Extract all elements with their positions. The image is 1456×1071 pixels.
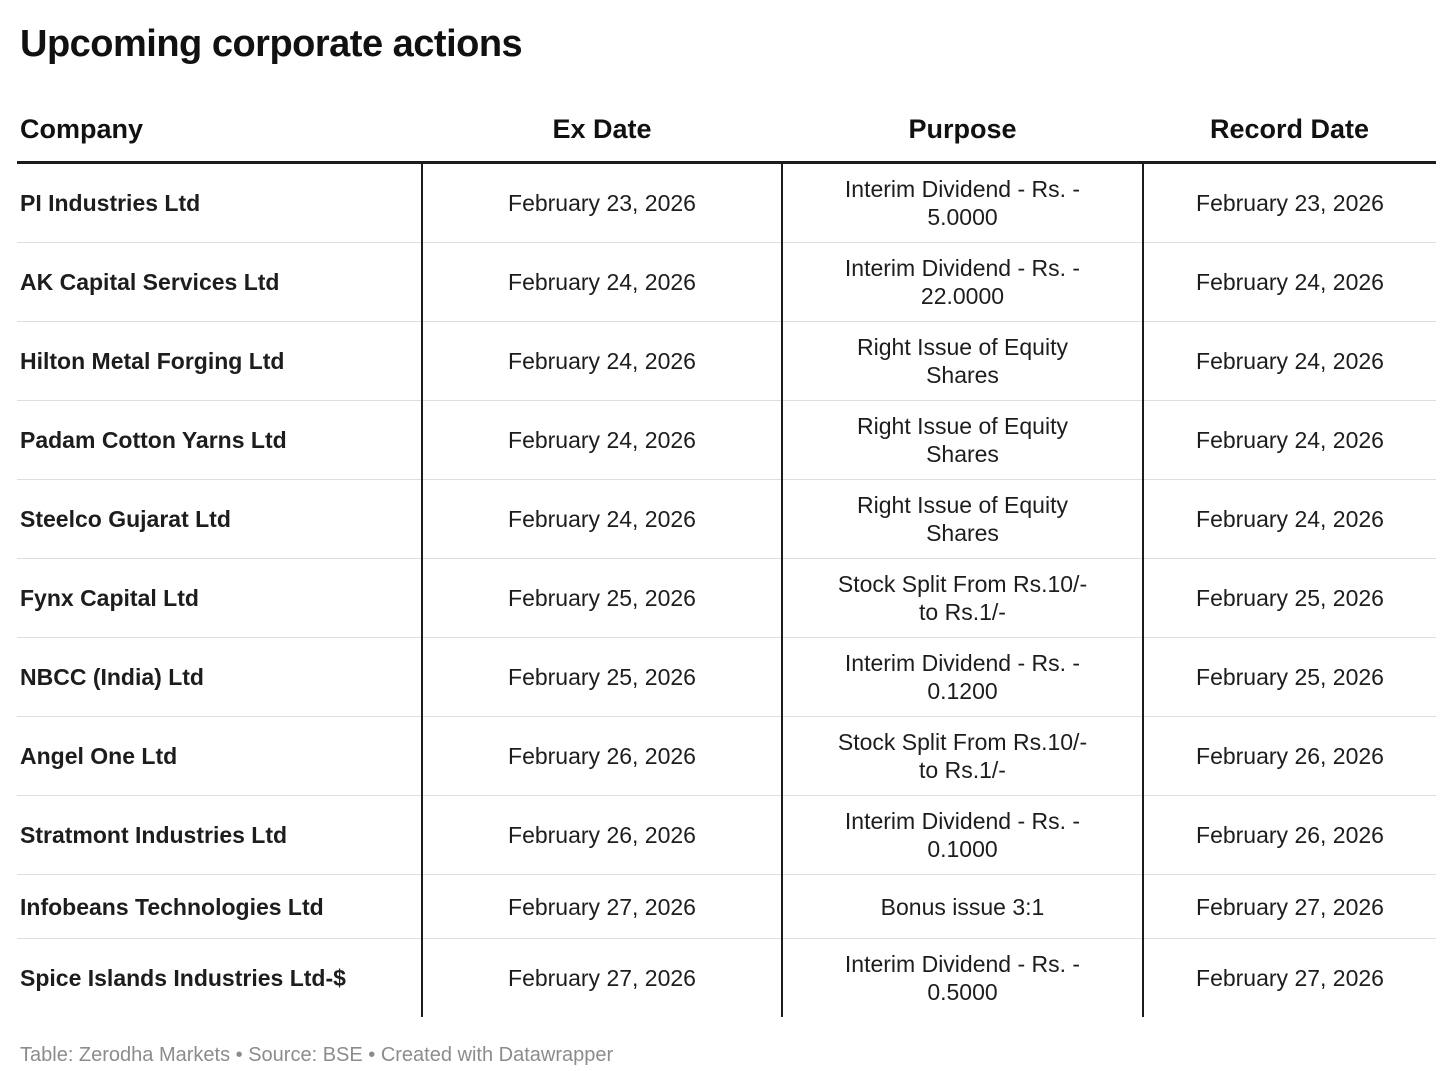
record-date-cell: February 24, 2026	[1143, 400, 1436, 480]
ex-date-cell: February 26, 2026	[422, 716, 783, 796]
company-cell: Steelco Gujarat Ltd	[17, 479, 423, 559]
company-cell: Angel One Ltd	[17, 716, 423, 796]
purpose-cell: Interim Dividend - Rs. - 0.5000	[782, 938, 1144, 1017]
column-header-company: Company	[17, 96, 422, 164]
ex-date-cell: February 27, 2026	[422, 938, 783, 1017]
record-date-cell: February 26, 2026	[1143, 795, 1436, 875]
company-cell: Stratmont Industries Ltd	[17, 795, 423, 875]
ex-date-cell: February 24, 2026	[422, 242, 783, 322]
company-cell: Hilton Metal Forging Ltd	[17, 321, 423, 401]
ex-date-cell: February 24, 2026	[422, 479, 783, 559]
company-cell: PI Industries Ltd	[17, 162, 423, 243]
record-date-cell: February 27, 2026	[1143, 938, 1436, 1017]
company-cell: Fynx Capital Ltd	[17, 558, 423, 638]
purpose-cell: Right Issue of Equity Shares	[782, 400, 1144, 480]
purpose-cell: Right Issue of Equity Shares	[782, 479, 1144, 559]
record-date-cell: February 26, 2026	[1143, 716, 1436, 796]
ex-date-cell: February 27, 2026	[422, 874, 783, 939]
ex-date-cell: February 25, 2026	[422, 637, 783, 717]
purpose-cell: Bonus issue 3:1	[782, 874, 1144, 939]
table-row: Steelco Gujarat Ltd February 24, 2026 Righ…	[17, 479, 1436, 559]
purpose-cell: Interim Dividend - Rs. - 5.0000	[782, 162, 1144, 243]
ex-date-cell: February 26, 2026	[422, 795, 783, 875]
ex-date-cell: February 23, 2026	[422, 162, 783, 243]
column-header-record-date: Record Date	[1143, 96, 1436, 164]
column-header-purpose: Purpose	[782, 96, 1143, 164]
purpose-cell: Interim Dividend - Rs. - 22.0000	[782, 242, 1144, 322]
table-row: PI Industries Ltd February 23, 2026 Interi…	[17, 162, 1436, 243]
purpose-cell: Stock Split From Rs.10/- to Rs.1/-	[782, 558, 1144, 638]
ex-date-cell: February 24, 2026	[422, 321, 783, 401]
table-row: Padam Cotton Yarns Ltd February 24, 2026 R…	[17, 400, 1436, 480]
page-title: Upcoming corporate actions	[20, 23, 523, 65]
purpose-cell: Interim Dividend - Rs. - 0.1000	[782, 795, 1144, 875]
company-cell: Spice Islands Industries Ltd-$	[17, 938, 423, 1017]
ex-date-cell: February 25, 2026	[422, 558, 783, 638]
company-cell: Infobeans Technologies Ltd	[17, 874, 423, 939]
company-cell: NBCC (India) Ltd	[17, 637, 423, 717]
table-row: NBCC (India) Ltd February 25, 2026 Interim…	[17, 637, 1436, 717]
table-row: Hilton Metal Forging Ltd February 24, 202…	[17, 321, 1436, 401]
table-row: Angel One Ltd February 26, 2026 Stock Spli…	[17, 716, 1436, 796]
column-header-ex-date: Ex Date	[422, 96, 782, 164]
table-footer-attribution: Table: Zerodha Markets • Source: BSE • C…	[20, 1044, 614, 1066]
purpose-cell: Interim Dividend - Rs. - 0.1200	[782, 637, 1144, 717]
record-date-cell: February 24, 2026	[1143, 321, 1436, 401]
table-row: Stratmont Industries Ltd February 26, 202…	[17, 795, 1436, 875]
record-date-cell: February 27, 2026	[1143, 874, 1436, 939]
table-row: Spice Islands Industries Ltd-$ February 2…	[17, 938, 1436, 1017]
company-cell: Padam Cotton Yarns Ltd	[17, 400, 423, 480]
record-date-cell: February 24, 2026	[1143, 242, 1436, 322]
record-date-cell: February 24, 2026	[1143, 479, 1436, 559]
record-date-cell: February 23, 2026	[1196, 190, 1384, 216]
purpose-cell: Stock Split From Rs.10/- to Rs.1/-	[782, 716, 1144, 796]
company-cell: AK Capital Services Ltd	[17, 242, 423, 322]
record-date-cell: February 25, 2026	[1143, 637, 1436, 717]
table-row: AK Capital Services Ltd February 24, 2026…	[17, 242, 1436, 322]
corporate-actions-table: Company Ex Date Purpose Record Date PI I…	[17, 96, 1436, 1017]
record-date-cell: February 25, 2026	[1143, 558, 1436, 638]
purpose-cell: Right Issue of Equity Shares	[782, 321, 1144, 401]
table-row: Infobeans Technologies Ltd February 27, 2…	[17, 874, 1436, 939]
ex-date-cell: February 24, 2026	[422, 400, 783, 480]
header-row: Company Ex Date Purpose Record Date	[17, 96, 1436, 164]
table-row: Fynx Capital Ltd February 25, 2026 Stock S…	[17, 558, 1436, 638]
